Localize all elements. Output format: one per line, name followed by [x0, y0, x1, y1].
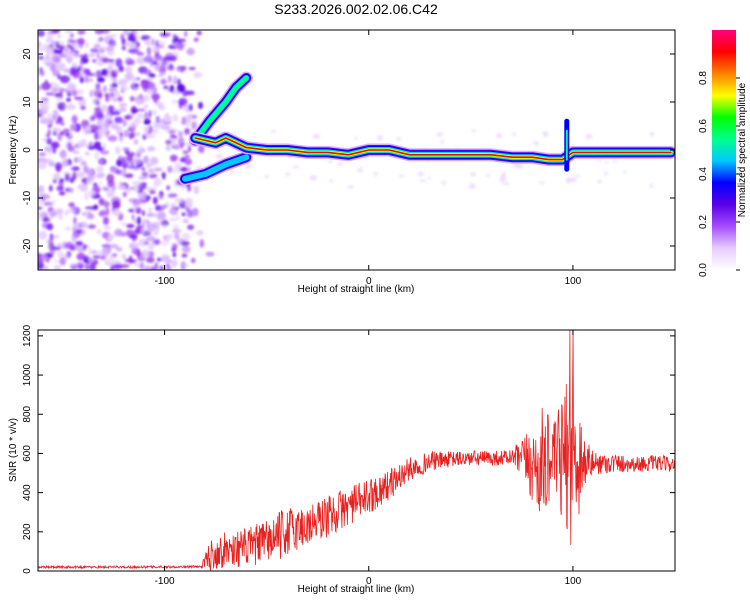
colorbar-tick-label: 0.2 [698, 215, 709, 229]
snr-y-tick-label: 600 [22, 445, 33, 462]
snr-y-tick-label: 200 [22, 523, 33, 540]
snr-y-tick: 200 [22, 523, 675, 540]
snr-y-tick: 1200 [22, 324, 675, 347]
snr-y-tick-label: 1000 [22, 364, 33, 387]
spectrogram-y-tick-label: 0 [22, 147, 33, 153]
colorbar-tick-label: 0.8 [698, 71, 709, 85]
colorbar-tick: 0.0 [698, 263, 740, 277]
snr-y-tick: 1000 [22, 364, 675, 387]
snr-x-tick: 0 [366, 330, 372, 587]
colorbar-tick: 0.6 [698, 119, 740, 133]
colorbar: 0.0 0.2 0.4 0.6 0.8 Normalized spectral ampl… [698, 30, 748, 277]
snr-y-axis-label: SNR (10 * v/v) [8, 418, 19, 482]
spectrogram-x-tick: 0 [366, 30, 372, 287]
spectrogram-noise-blobs [38, 30, 655, 270]
spectrogram-y-tick-label: 10 [22, 96, 33, 108]
spectrogram-ridges [178, 71, 675, 186]
colorbar-tick-label: 0.6 [698, 119, 709, 133]
spectrogram-main-ridge [194, 137, 672, 161]
snr-x-ticks: -100 0 100 [155, 330, 582, 587]
snr-y-ticks: 0 200 400 600 800 1000 1200 [22, 324, 675, 574]
spectrogram-x-tick: -100 [155, 30, 175, 287]
spectrogram-upper-branch [192, 75, 249, 143]
spectrogram-y-tick: 20 [22, 48, 675, 60]
snr-x-axis-label: Height of straight line (km) [298, 584, 415, 595]
snr-x-tick: -100 [155, 330, 175, 587]
snr-series-line [38, 330, 675, 571]
snr-x-tick-label: 100 [565, 576, 582, 587]
colorbar-gradient [712, 30, 736, 270]
spectrogram-image [38, 30, 675, 270]
colorbar-tick: 0.4 [698, 167, 740, 181]
spectrogram-y-tick-label: 20 [22, 48, 33, 60]
snr-panel: -100 0 100 0 200 400 600 800 1000 1200 Height of… [8, 324, 676, 595]
colorbar-ticks: 0.0 0.2 0.4 0.6 0.8 [698, 71, 740, 277]
snr-x-tick-label: -100 [155, 576, 175, 587]
spectrogram-y-tick: -10 [22, 190, 675, 205]
spectrogram-lower-branch [182, 154, 250, 182]
spectrogram-y-tick: -20 [22, 238, 675, 253]
snr-y-tick: 0 [22, 568, 675, 574]
spectrogram-y-axis-label: Frequency (Hz) [8, 116, 19, 185]
spectrogram-x-axis-label: Height of straight line (km) [298, 284, 415, 295]
snr-frame [37, 329, 676, 572]
snr-y-tick-label: 400 [22, 484, 33, 501]
spectrogram-x-tick-label: 0 [366, 276, 372, 287]
snr-y-tick: 600 [22, 445, 675, 462]
spectrogram-y-tick: 10 [22, 96, 675, 108]
spectrogram-y-tick-label: -10 [22, 190, 33, 205]
snr-y-tick-label: 0 [22, 568, 33, 574]
colorbar-tick: 0.2 [698, 215, 740, 229]
spectrogram-y-ticks: -20 -10 0 10 20 [22, 48, 675, 253]
snr-y-tick: 800 [22, 405, 675, 423]
spectrogram-y-tick-label: -20 [22, 238, 33, 253]
colorbar-label: Normalized spectral amplitude [737, 82, 748, 217]
snr-y-tick-label: 800 [22, 405, 33, 422]
colorbar-tick-label: 0.4 [698, 167, 709, 181]
figure-title: S233.2026.002.02.06.C42 [274, 1, 438, 17]
spectrogram-x-ticks: -100 0 100 [155, 30, 582, 287]
spectrogram-y-tick: 0 [22, 147, 675, 153]
snr-y-tick-label: 1200 [22, 324, 33, 347]
spectrogram-x-tick: 100 [565, 30, 582, 287]
snr-x-tick-label: 0 [366, 576, 372, 587]
snr-y-tick: 400 [22, 484, 675, 501]
spectrogram-x-tick-label: 100 [565, 276, 582, 287]
snr-x-tick: 100 [565, 330, 582, 587]
colorbar-tick-label: 0.0 [698, 263, 709, 277]
spectrogram-x-tick-label: -100 [155, 276, 175, 287]
colorbar-tick: 0.8 [698, 71, 740, 85]
